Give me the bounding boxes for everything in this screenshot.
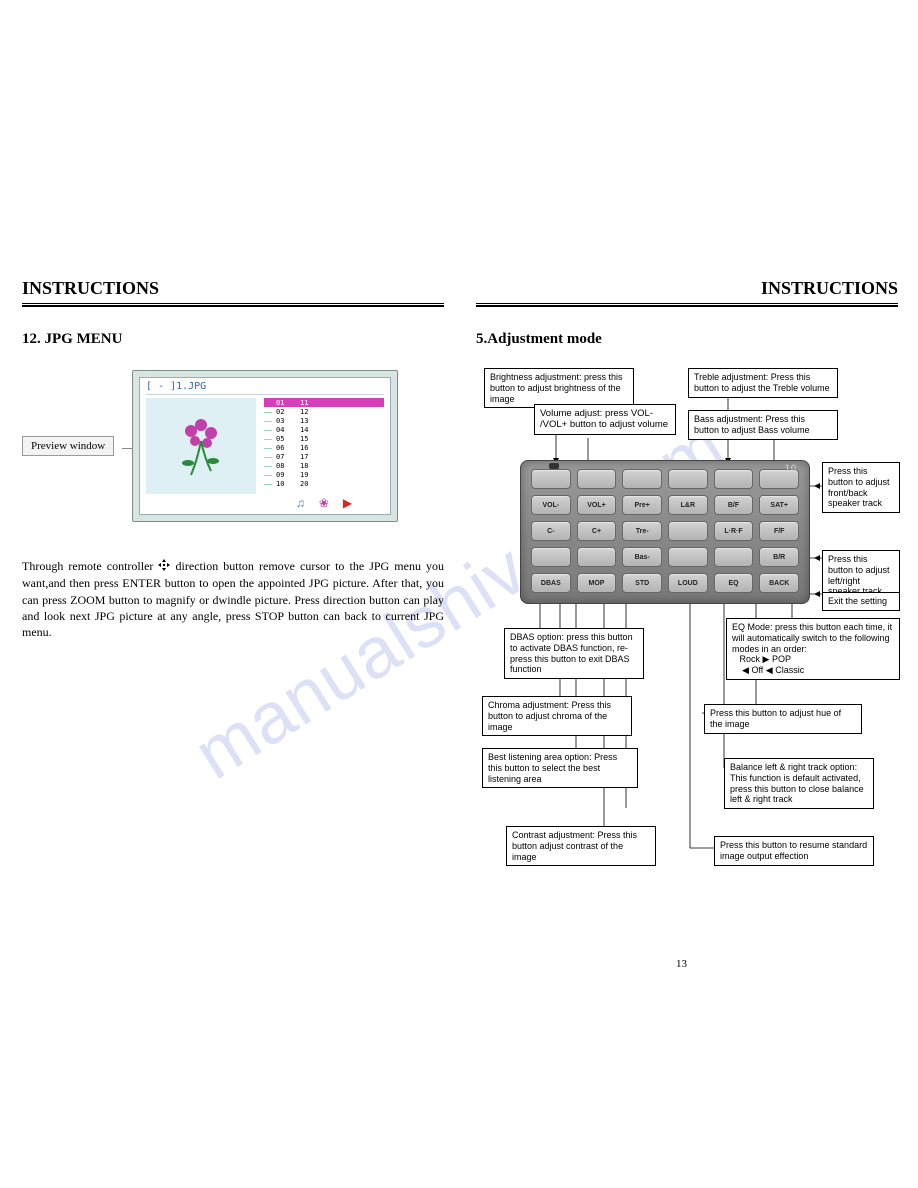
callout-hue: Press this button to adjust hue of the i…	[704, 704, 862, 734]
remote-button[interactable]	[531, 469, 571, 489]
remote-button[interactable]	[668, 521, 708, 541]
remote-button[interactable]: STD	[622, 573, 662, 593]
tv-list-row: —0818	[264, 461, 384, 470]
header-rule	[22, 303, 444, 307]
remote-button[interactable]: DBAS	[531, 573, 571, 593]
remote-button[interactable]: C+	[577, 521, 617, 541]
tv-preview-image	[146, 398, 256, 494]
remote-button[interactable]	[714, 547, 754, 567]
jpg-menu-body-text: Through remote controller direction butt…	[22, 558, 444, 640]
remote-button[interactable]: L&R	[668, 495, 708, 515]
remote-button[interactable]: C-	[531, 521, 571, 541]
tv-list-row: —0616	[264, 443, 384, 452]
jpg-menu-figure: Preview window [ - ]1.JPG	[22, 370, 444, 540]
page-header-right: INSTRUCTIONS	[476, 278, 898, 299]
preview-window-label: Preview window	[22, 436, 114, 456]
callout-contrast: Contrast adjustment: Press this button a…	[506, 826, 656, 866]
remote-button[interactable]: MOP	[577, 573, 617, 593]
callout-treble: Treble adjustment: Press this button to …	[688, 368, 838, 398]
tv-list-row: —0414	[264, 425, 384, 434]
direction-icon	[158, 559, 170, 575]
tv-file-list: —0111—0212—0313—0414—0515—0616—0717—0818…	[264, 398, 384, 488]
callout-eq: EQ Mode: press this button each time, it…	[726, 618, 900, 680]
tv-list-row: —0111	[264, 398, 384, 407]
page-number: 13	[676, 958, 687, 970]
callout-dbas: DBAS option: press this button to activa…	[504, 628, 644, 679]
remote-button[interactable]	[714, 469, 754, 489]
remote-button[interactable]: Tre-	[622, 521, 662, 541]
header-rule	[476, 303, 898, 307]
remote-button[interactable]: B/R	[759, 547, 799, 567]
adjustment-diagram: 10 VOL- VOL+Pre+ L&R B/FSAT+ C- C+Tre- L·R·FF/…	[476, 368, 898, 948]
callout-volume: Volume adjust: press VOL- /VOL+ button t…	[534, 404, 676, 435]
body-text-content: direction button remove cursor to the JP…	[22, 559, 444, 639]
callout-balance: Balance left & right track option: This …	[724, 758, 874, 809]
tv-list-row: —0515	[264, 434, 384, 443]
remote-button[interactable]: LOUD	[668, 573, 708, 593]
remote-button[interactable]: EQ	[714, 573, 754, 593]
tv-bottom-icons: ♫ ❀ ▶	[264, 496, 384, 511]
page-header-left: INSTRUCTIONS	[22, 278, 444, 299]
remote-button[interactable]	[531, 547, 571, 567]
remote-button[interactable]: BACK	[759, 573, 799, 593]
remote-sensor	[549, 463, 559, 469]
callout-resume: Press this button to resume standard ima…	[714, 836, 874, 866]
remote-button[interactable]: SAT+	[759, 495, 799, 515]
remote-button[interactable]: VOL+	[577, 495, 617, 515]
callout-bass: Bass adjustment: Press this button to ad…	[688, 410, 838, 440]
remote-button[interactable]: VOL-	[531, 495, 571, 515]
tv-titlebar: [ - ]1.JPG	[146, 381, 384, 395]
remote-control: 10 VOL- VOL+Pre+ L&R B/FSAT+ C- C+Tre- L·R·FF/…	[520, 460, 810, 604]
remote-button[interactable]: Pre+	[622, 495, 662, 515]
tv-list-row: —0717	[264, 452, 384, 461]
remote-button[interactable]	[668, 469, 708, 489]
section-title-jpg: 12. JPG MENU	[22, 331, 444, 348]
remote-button[interactable]	[668, 547, 708, 567]
music-icon: ♫	[296, 496, 305, 511]
callout-exit: Exit the setting	[822, 592, 900, 611]
remote-button[interactable]: Bas-	[622, 547, 662, 567]
callout-frontback: Press this button to adjust front/back s…	[822, 462, 900, 513]
picture-icon: ❀	[319, 496, 329, 511]
callout-brightness: Brightness adjustment: press this button…	[484, 368, 634, 408]
tv-list-row: —1020	[264, 479, 384, 488]
tv-frame: [ - ]1.JPG	[132, 370, 398, 522]
tv-list-row: —0313	[264, 416, 384, 425]
tv-list-row: —0212	[264, 407, 384, 416]
left-column: INSTRUCTIONS 12. JPG MENU Preview window…	[22, 278, 444, 948]
remote-button[interactable]	[577, 547, 617, 567]
tv-list-row: —0919	[264, 470, 384, 479]
callout-chroma: Chroma adjustment: Press this button to …	[482, 696, 632, 736]
remote-button[interactable]	[577, 469, 617, 489]
callout-eq-text: EQ Mode: press this button each time, it…	[732, 622, 892, 654]
remote-button[interactable]	[622, 469, 662, 489]
remote-button[interactable]: F/F	[759, 521, 799, 541]
remote-model-label: 10	[785, 463, 797, 473]
remote-button[interactable]: B/F	[714, 495, 754, 515]
right-column: INSTRUCTIONS 5.Adjustment mode	[476, 278, 898, 948]
remote-button[interactable]: L·R·F	[714, 521, 754, 541]
play-icon: ▶	[343, 496, 352, 511]
section-title-adjustment: 5.Adjustment mode	[476, 331, 898, 348]
callout-listening: Best listening area option: Press this b…	[482, 748, 638, 788]
